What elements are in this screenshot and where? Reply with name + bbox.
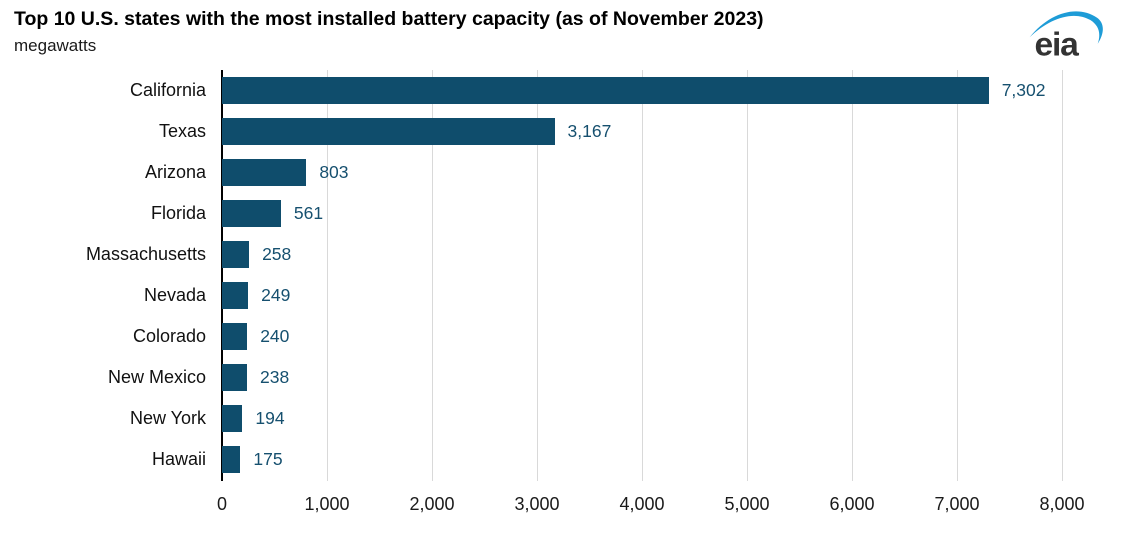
gridline [1062, 70, 1063, 481]
x-tick-label: 7,000 [934, 494, 980, 514]
x-tick-label: 1,000 [304, 494, 350, 514]
bar [222, 159, 307, 186]
bar-row: Hawaii 175 [0, 439, 1140, 480]
x-tick-label: 3,000 [514, 494, 560, 514]
x-tick-label: 5,000 [724, 494, 770, 514]
category-label: Colorado [132, 326, 206, 346]
bar-rows: California 7,302 Texas 3,167 Arizona 803 Flori… [0, 70, 1140, 480]
value-label: 258 [262, 244, 292, 264]
value-label: 249 [261, 285, 291, 305]
gridline [747, 70, 748, 481]
bar [222, 405, 243, 432]
eia-logo-graphic: eia [1029, 11, 1103, 62]
x-tick-label: 6,000 [829, 494, 875, 514]
chart-title: Top 10 U.S. states with the most install… [14, 8, 764, 30]
bar-track: 249 [222, 282, 1062, 309]
bar-row: Arizona 803 [0, 152, 1140, 193]
bar-track: 7,302 [222, 77, 1062, 104]
chart-header: Top 10 U.S. states with the most install… [14, 8, 1014, 56]
value-label: 3,167 [567, 121, 612, 141]
bar [222, 118, 555, 145]
gridline [642, 70, 643, 481]
bar [222, 323, 248, 350]
bar [222, 241, 250, 268]
bar-row: Colorado 240 [0, 316, 1140, 357]
bar [222, 364, 247, 391]
eia-logo-text: eia [1035, 26, 1080, 62]
value-label: 7,302 [1001, 80, 1046, 100]
gridline [537, 70, 538, 481]
category-label: Texas [158, 121, 206, 141]
category-label: California [129, 80, 206, 100]
value-label: 803 [319, 162, 349, 182]
bar-row: New Mexico 238 [0, 357, 1140, 398]
eia-logo: eia [1028, 6, 1110, 62]
category-label: New Mexico [107, 367, 206, 387]
category-label: Florida [150, 203, 206, 223]
gridline [852, 70, 853, 481]
bar-track: 803 [222, 159, 1062, 186]
bar-track: 238 [222, 364, 1062, 391]
bar-track: 3,167 [222, 118, 1062, 145]
bar [222, 77, 989, 104]
bar [222, 282, 249, 309]
bar [222, 446, 241, 473]
value-label: 194 [255, 408, 285, 428]
category-label: Massachusetts [85, 244, 206, 264]
value-label: 175 [253, 449, 283, 469]
gridline [957, 70, 958, 481]
x-axis-tick-labels: 0 1,000 2,000 3,000 4,000 5,000 6,000 7,000 8,00… [217, 494, 1085, 524]
category-label: Nevada [143, 285, 206, 305]
value-label: 238 [259, 367, 290, 387]
bar-row: New York 194 [0, 398, 1140, 439]
category-label: New York [129, 408, 206, 428]
bar-track: 194 [222, 405, 1062, 432]
category-label: Arizona [144, 162, 206, 182]
bar-chart: California 7,302 Texas 3,167 Arizona 803 Flori… [0, 70, 1140, 530]
gridline [327, 70, 328, 481]
x-tick-label: 4,000 [619, 494, 665, 514]
plot-gridlines [221, 70, 1063, 481]
bar-row: Texas 3,167 [0, 111, 1140, 152]
bar-row: Florida 561 [0, 193, 1140, 234]
category-label: Hawaii [151, 449, 206, 469]
x-tick-label: 0 [216, 494, 228, 514]
x-tick-label: 2,000 [409, 494, 455, 514]
gridline [432, 70, 433, 481]
chart-unit-label: megawatts [14, 36, 97, 55]
bar-row: Nevada 249 [0, 275, 1140, 316]
bar-row: Massachusetts 258 [0, 234, 1140, 275]
bar-row: California 7,302 [0, 70, 1140, 111]
value-label: 240 [260, 326, 290, 346]
bar-track: 175 [222, 446, 1062, 473]
bar-track: 561 [222, 200, 1062, 227]
x-tick-label: 8,000 [1039, 494, 1085, 514]
bar [222, 200, 281, 227]
bar-track: 240 [222, 323, 1062, 350]
y-axis-line [221, 70, 223, 481]
value-label: 561 [293, 203, 324, 223]
bar-track: 258 [222, 241, 1062, 268]
